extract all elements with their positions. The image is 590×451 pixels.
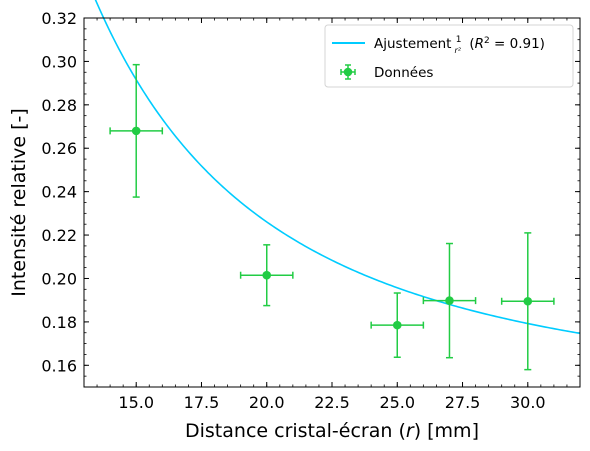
legend-data-swatch — [340, 64, 356, 80]
legend: Ajustement 1 r² (R2 = 0.91) Données — [324, 24, 574, 88]
legend-data-label: Données — [374, 65, 433, 81]
legend-fit-fraction-den: r² — [455, 46, 462, 55]
y-tick-label: 0.24 — [41, 183, 77, 202]
legend-box — [324, 24, 574, 88]
y-tick-label: 0.22 — [41, 226, 77, 245]
x-tick-label: 22.5 — [314, 393, 350, 412]
data-point — [422, 242, 477, 359]
major-ticks — [84, 17, 580, 387]
x-axis-title-post: ) [mm] — [414, 420, 479, 442]
data-marker — [445, 296, 454, 305]
x-tick-label: 30.0 — [510, 393, 546, 412]
legend-fit-word: Ajustement — [374, 36, 456, 52]
fit-curve — [94, 0, 581, 335]
data-point — [109, 63, 164, 198]
data-marker — [131, 126, 141, 136]
data-layer — [109, 63, 555, 371]
fit-layer — [94, 0, 581, 335]
y-tick-label: 0.18 — [41, 313, 77, 332]
legend-fit-r2: (R2 = 0.91) — [469, 36, 545, 52]
x-tick-labels: 15.0 17.5 20.0 22.5 25.0 27.5 30.0 — [118, 393, 545, 412]
data-marker — [262, 270, 272, 280]
data-marker — [523, 296, 533, 306]
data-point — [370, 292, 425, 359]
data-point — [500, 232, 555, 371]
y-tick-label: 0.30 — [41, 52, 77, 71]
data-marker — [392, 320, 402, 330]
legend-marker — [343, 67, 353, 77]
x-tick-label: 27.5 — [445, 393, 481, 412]
x-axis-title-pre: Distance cristal-écran ( — [185, 420, 406, 442]
y-tick-labels: 0.16 0.18 0.20 0.22 0.24 0.26 0.28 0.30 0.32 — [41, 9, 77, 375]
plot-frame — [83, 17, 581, 388]
x-tick-label: 15.0 — [118, 393, 154, 412]
y-tick-label: 0.28 — [41, 96, 77, 115]
y-tick-label: 0.32 — [41, 9, 77, 28]
x-axis-title-var: r — [406, 420, 415, 442]
y-tick-label: 0.16 — [41, 356, 77, 375]
y-tick-label: 0.26 — [41, 139, 77, 158]
y-axis-title: Intensité relative [-] — [8, 108, 30, 297]
x-tick-label: 20.0 — [249, 393, 285, 412]
x-tick-label: 17.5 — [184, 393, 220, 412]
data-point — [239, 244, 294, 307]
x-axis-title: Distance cristal-écran (r) [mm] — [185, 420, 479, 442]
x-tick-label: 25.0 — [379, 393, 415, 412]
y-tick-label: 0.20 — [41, 269, 77, 288]
legend-fit-fraction: 1 — [456, 35, 462, 45]
